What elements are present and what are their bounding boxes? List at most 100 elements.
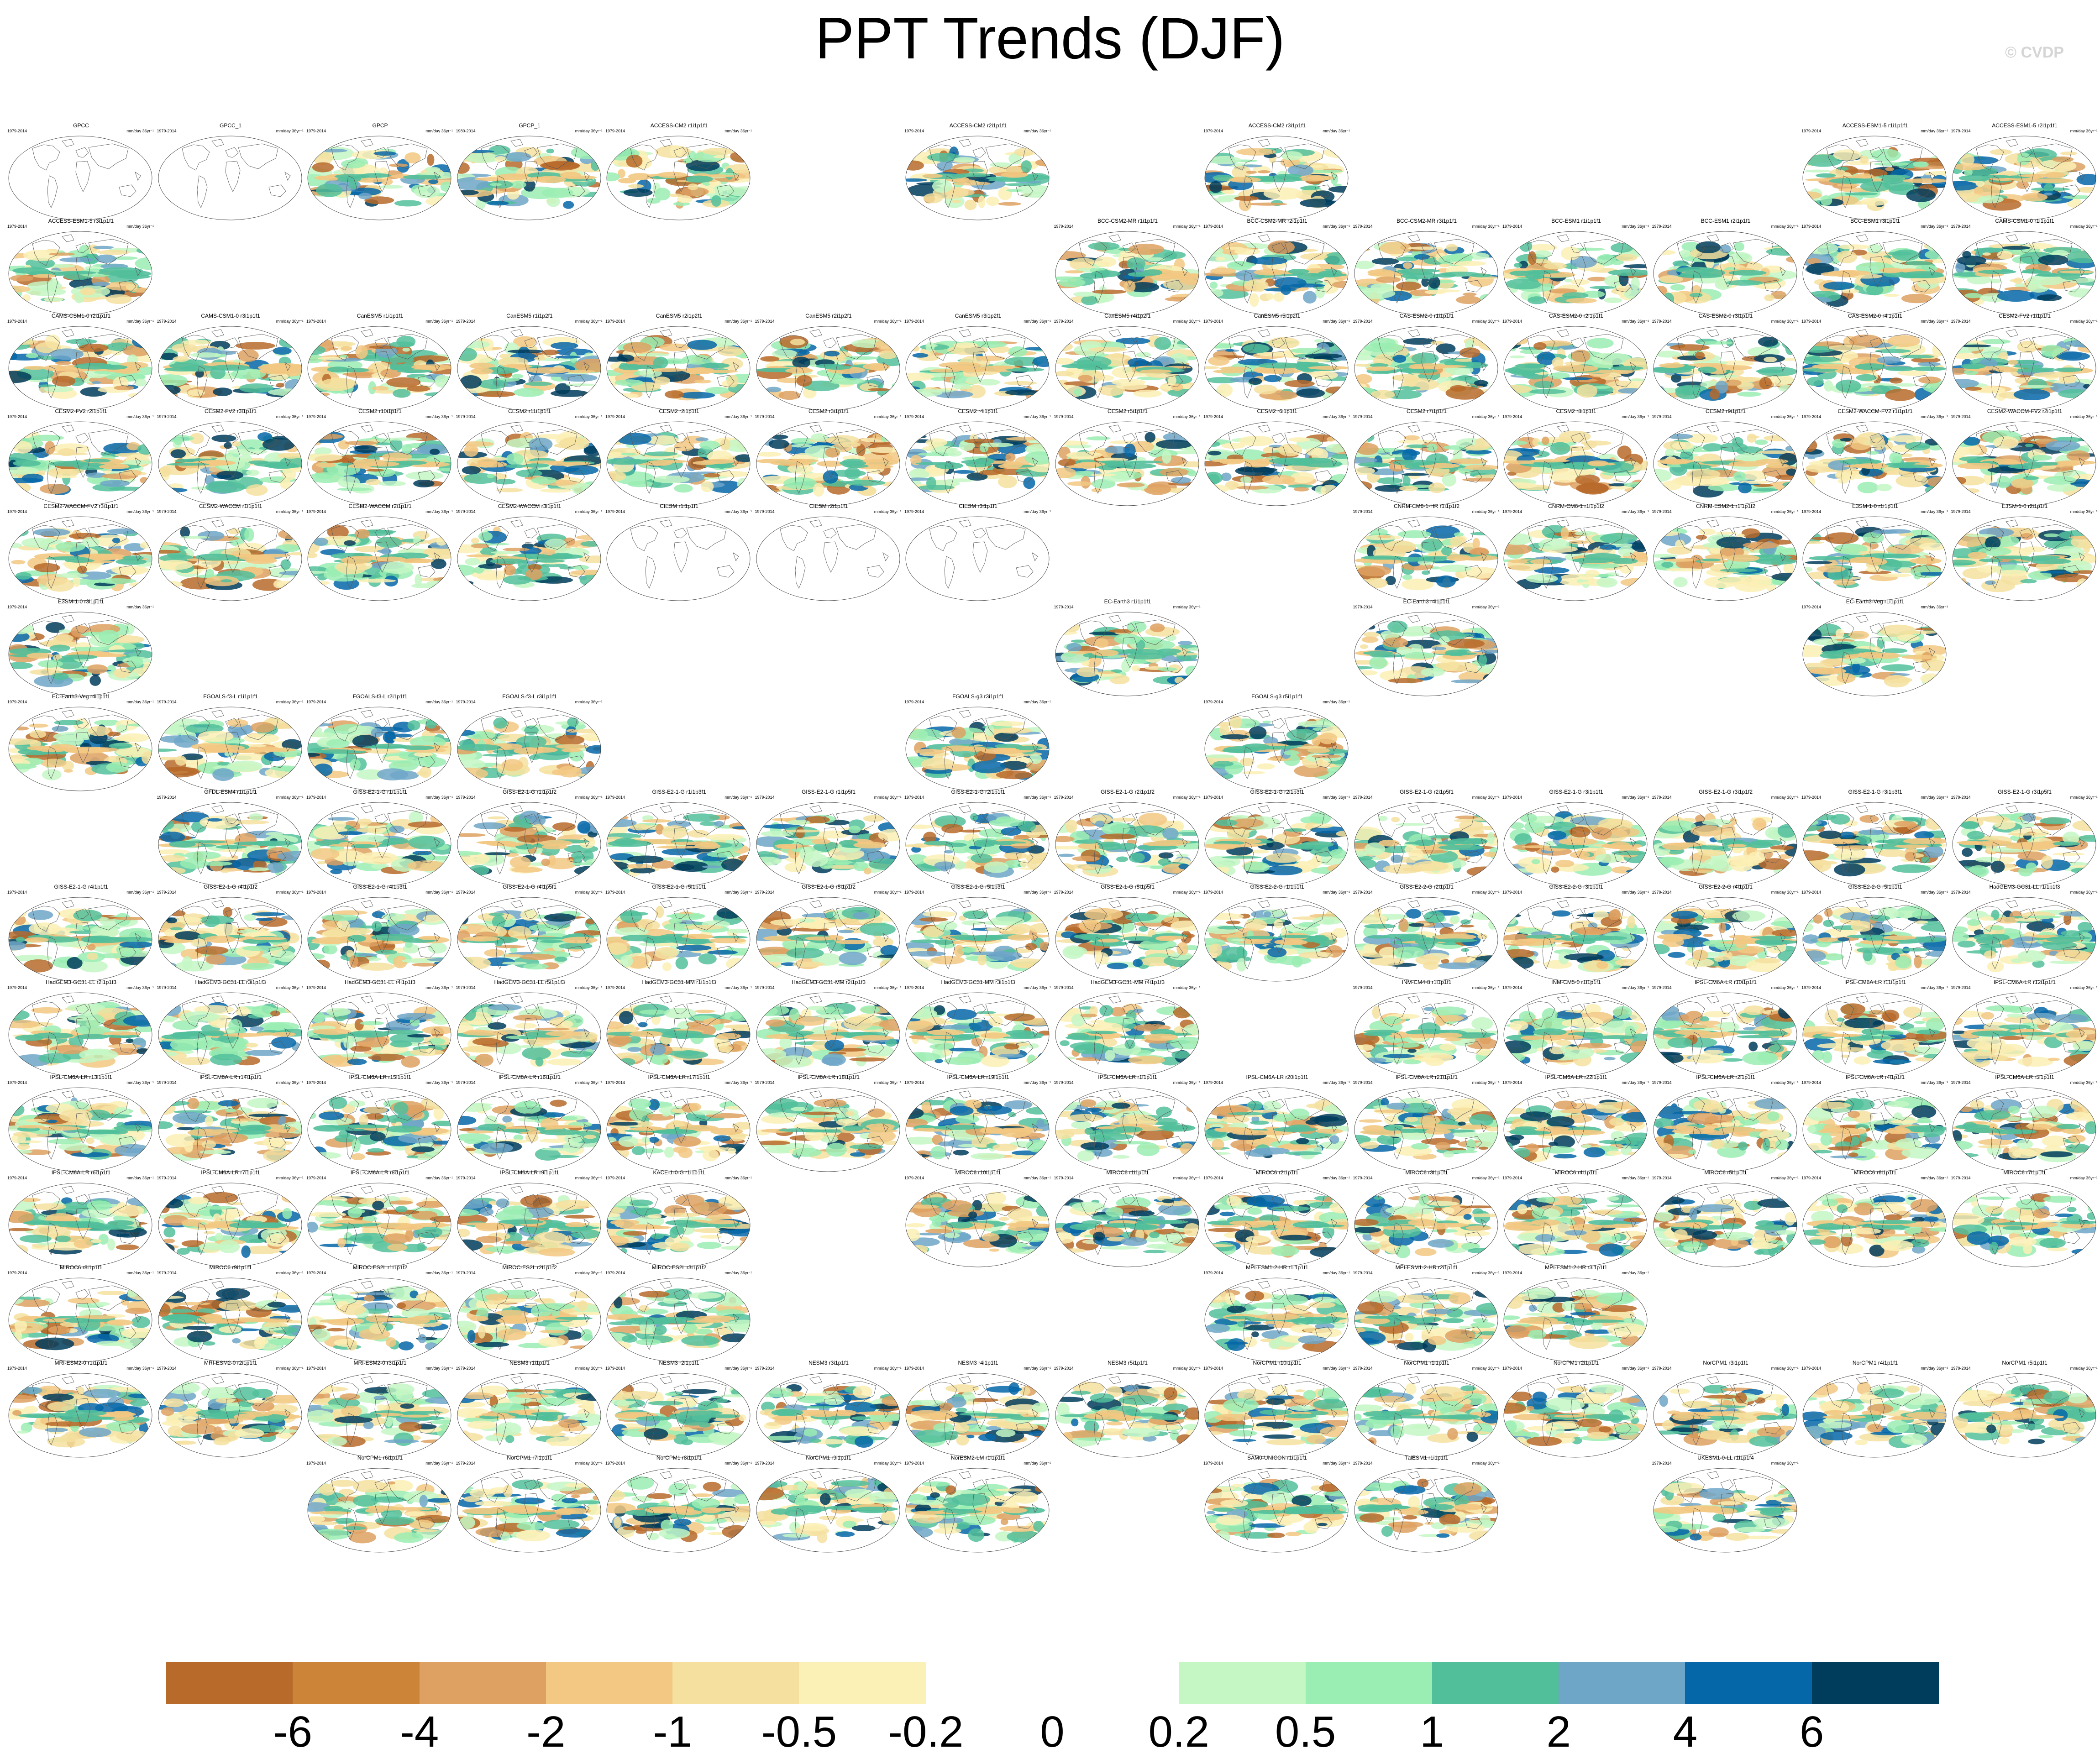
coastline bbox=[1393, 270, 1403, 304]
trend-patch bbox=[15, 572, 32, 580]
map-panel: CESM2-WACCM r3i1p1f1 1979-2014 mm/day 36yr… bbox=[455, 503, 604, 603]
trend-patch bbox=[939, 362, 982, 368]
panel-units: mm/day 36yr⁻¹ bbox=[1024, 129, 1051, 133]
map-panel: CESM2 r5i1p1f1 1979-2014 mm/day 36yr⁻¹ bbox=[1053, 408, 1202, 508]
map-border bbox=[1952, 231, 2096, 315]
trend-patch bbox=[1624, 487, 1643, 492]
trend-patch bbox=[541, 349, 559, 356]
trend-patch bbox=[1875, 349, 1911, 353]
trend-patch bbox=[625, 449, 635, 453]
trend-patch bbox=[435, 375, 449, 388]
coastline bbox=[1706, 329, 1719, 337]
trend-patch bbox=[390, 438, 403, 451]
trend-patch bbox=[1509, 355, 1525, 359]
trend-patch bbox=[2060, 152, 2077, 156]
watermark: © CVDP bbox=[2005, 44, 2064, 61]
trend-patch bbox=[1787, 387, 1796, 394]
trend-patch bbox=[1213, 175, 1234, 181]
trend-patch bbox=[706, 463, 735, 468]
trend-patch bbox=[1221, 442, 1245, 449]
trend-patch bbox=[1300, 186, 1320, 190]
trend-patch bbox=[1332, 281, 1348, 288]
trend-patch bbox=[953, 470, 975, 474]
panel-title: CESM2 r11i1p1f1 bbox=[508, 408, 551, 414]
map-panel: CNRM-CM6-1-HR r1i1p1f2 1979-2014 mm/day 36… bbox=[1352, 503, 1502, 603]
trend-patch bbox=[121, 460, 152, 465]
panel-units: mm/day 36yr⁻¹ bbox=[724, 129, 752, 133]
trend-patch bbox=[959, 440, 975, 451]
coastline bbox=[1869, 242, 1883, 253]
trend-patch bbox=[1004, 381, 1037, 385]
coastline bbox=[119, 470, 136, 482]
trend-patch bbox=[109, 270, 152, 277]
panel-period: 1979-2014 bbox=[1951, 129, 1971, 133]
trend-patch bbox=[966, 377, 982, 384]
panel-period: 1979-2014 bbox=[306, 509, 326, 514]
coastline bbox=[1108, 329, 1121, 337]
map-panel: GPCC_1 1979-2014 mm/day 36yr⁻¹ bbox=[156, 122, 305, 223]
coastline bbox=[75, 147, 89, 158]
coastline bbox=[866, 470, 884, 482]
panel-units: mm/day 36yr⁻¹ bbox=[1323, 129, 1350, 133]
trend-patch bbox=[1689, 293, 1703, 297]
trend-patch bbox=[1264, 288, 1297, 292]
trend-patch bbox=[491, 551, 521, 554]
trend-patch bbox=[618, 178, 636, 183]
trend-patch bbox=[838, 441, 861, 447]
panel-units: mm/day 36yr⁻¹ bbox=[874, 509, 902, 514]
trend-patch bbox=[1371, 257, 1399, 265]
trend-patch bbox=[1534, 381, 1554, 388]
coastline bbox=[1706, 234, 1719, 242]
map-panel: CAS-ESM2-0 r3i1p1f1 1979-2014 mm/day 36yr⁻… bbox=[1651, 313, 1801, 413]
world-map bbox=[1354, 421, 1498, 506]
panel-title: CESM2 r4i1p1f1 bbox=[958, 408, 998, 414]
trend-patch bbox=[1154, 336, 1171, 350]
trend-patch bbox=[644, 451, 677, 456]
panel-units: mm/day 36yr⁻¹ bbox=[126, 319, 154, 324]
coastline bbox=[1480, 362, 1487, 371]
trend-patch bbox=[1438, 365, 1466, 368]
coastline bbox=[346, 366, 357, 398]
trend-patch bbox=[1109, 440, 1135, 444]
coastline bbox=[1929, 267, 1935, 276]
coastline bbox=[32, 144, 60, 171]
trend-patch bbox=[1208, 246, 1223, 255]
map-panel: CESM2 r4i1p1f1 1979-2014 mm/day 36yr⁻¹ bbox=[903, 408, 1053, 508]
coastline bbox=[1826, 335, 1854, 361]
trend-patch bbox=[2083, 384, 2091, 389]
coastline bbox=[374, 351, 390, 382]
trend-patch bbox=[677, 195, 693, 203]
trend-patch bbox=[1804, 154, 1843, 167]
trend-patch bbox=[1596, 577, 1617, 588]
trend-patch bbox=[1397, 268, 1440, 273]
coastline bbox=[733, 457, 739, 466]
trend-patch bbox=[1909, 157, 1946, 162]
trend-patch bbox=[1300, 199, 1336, 208]
map-panel: CanESM5 r1i1p2f1 1979-2014 mm/day 36yr⁻¹ bbox=[455, 313, 604, 413]
trend-patch bbox=[504, 365, 532, 368]
map-panel: CanESM5 r2i1p2f1 1979-2014 mm/day 36yr⁻¹ bbox=[754, 313, 903, 413]
map-border bbox=[1354, 326, 1498, 411]
coastline bbox=[1763, 375, 1781, 387]
panel-title: CESM2 r9i1p1f1 bbox=[1705, 408, 1746, 414]
panel-units: mm/day 36yr⁻¹ bbox=[1622, 319, 1649, 324]
trend-patch bbox=[563, 465, 598, 475]
world-map bbox=[1204, 421, 1349, 506]
trend-patch bbox=[1514, 262, 1522, 267]
trend-patch bbox=[1076, 366, 1113, 370]
trend-patch bbox=[1092, 289, 1126, 294]
coastlines bbox=[481, 424, 590, 494]
coastline bbox=[197, 366, 207, 398]
trend-patch bbox=[669, 145, 682, 157]
trend-patch bbox=[1281, 151, 1303, 161]
trend-patch bbox=[1470, 273, 1492, 277]
coastline bbox=[361, 329, 373, 337]
trend-field bbox=[457, 430, 601, 495]
trend-patch bbox=[1917, 362, 1941, 366]
coastline bbox=[1271, 161, 1287, 192]
trend-patch bbox=[1990, 149, 2012, 155]
trend-patch bbox=[1524, 364, 1547, 368]
trend-patch bbox=[1144, 483, 1171, 495]
trend-patch bbox=[1055, 358, 1074, 365]
coastline bbox=[1271, 351, 1287, 382]
